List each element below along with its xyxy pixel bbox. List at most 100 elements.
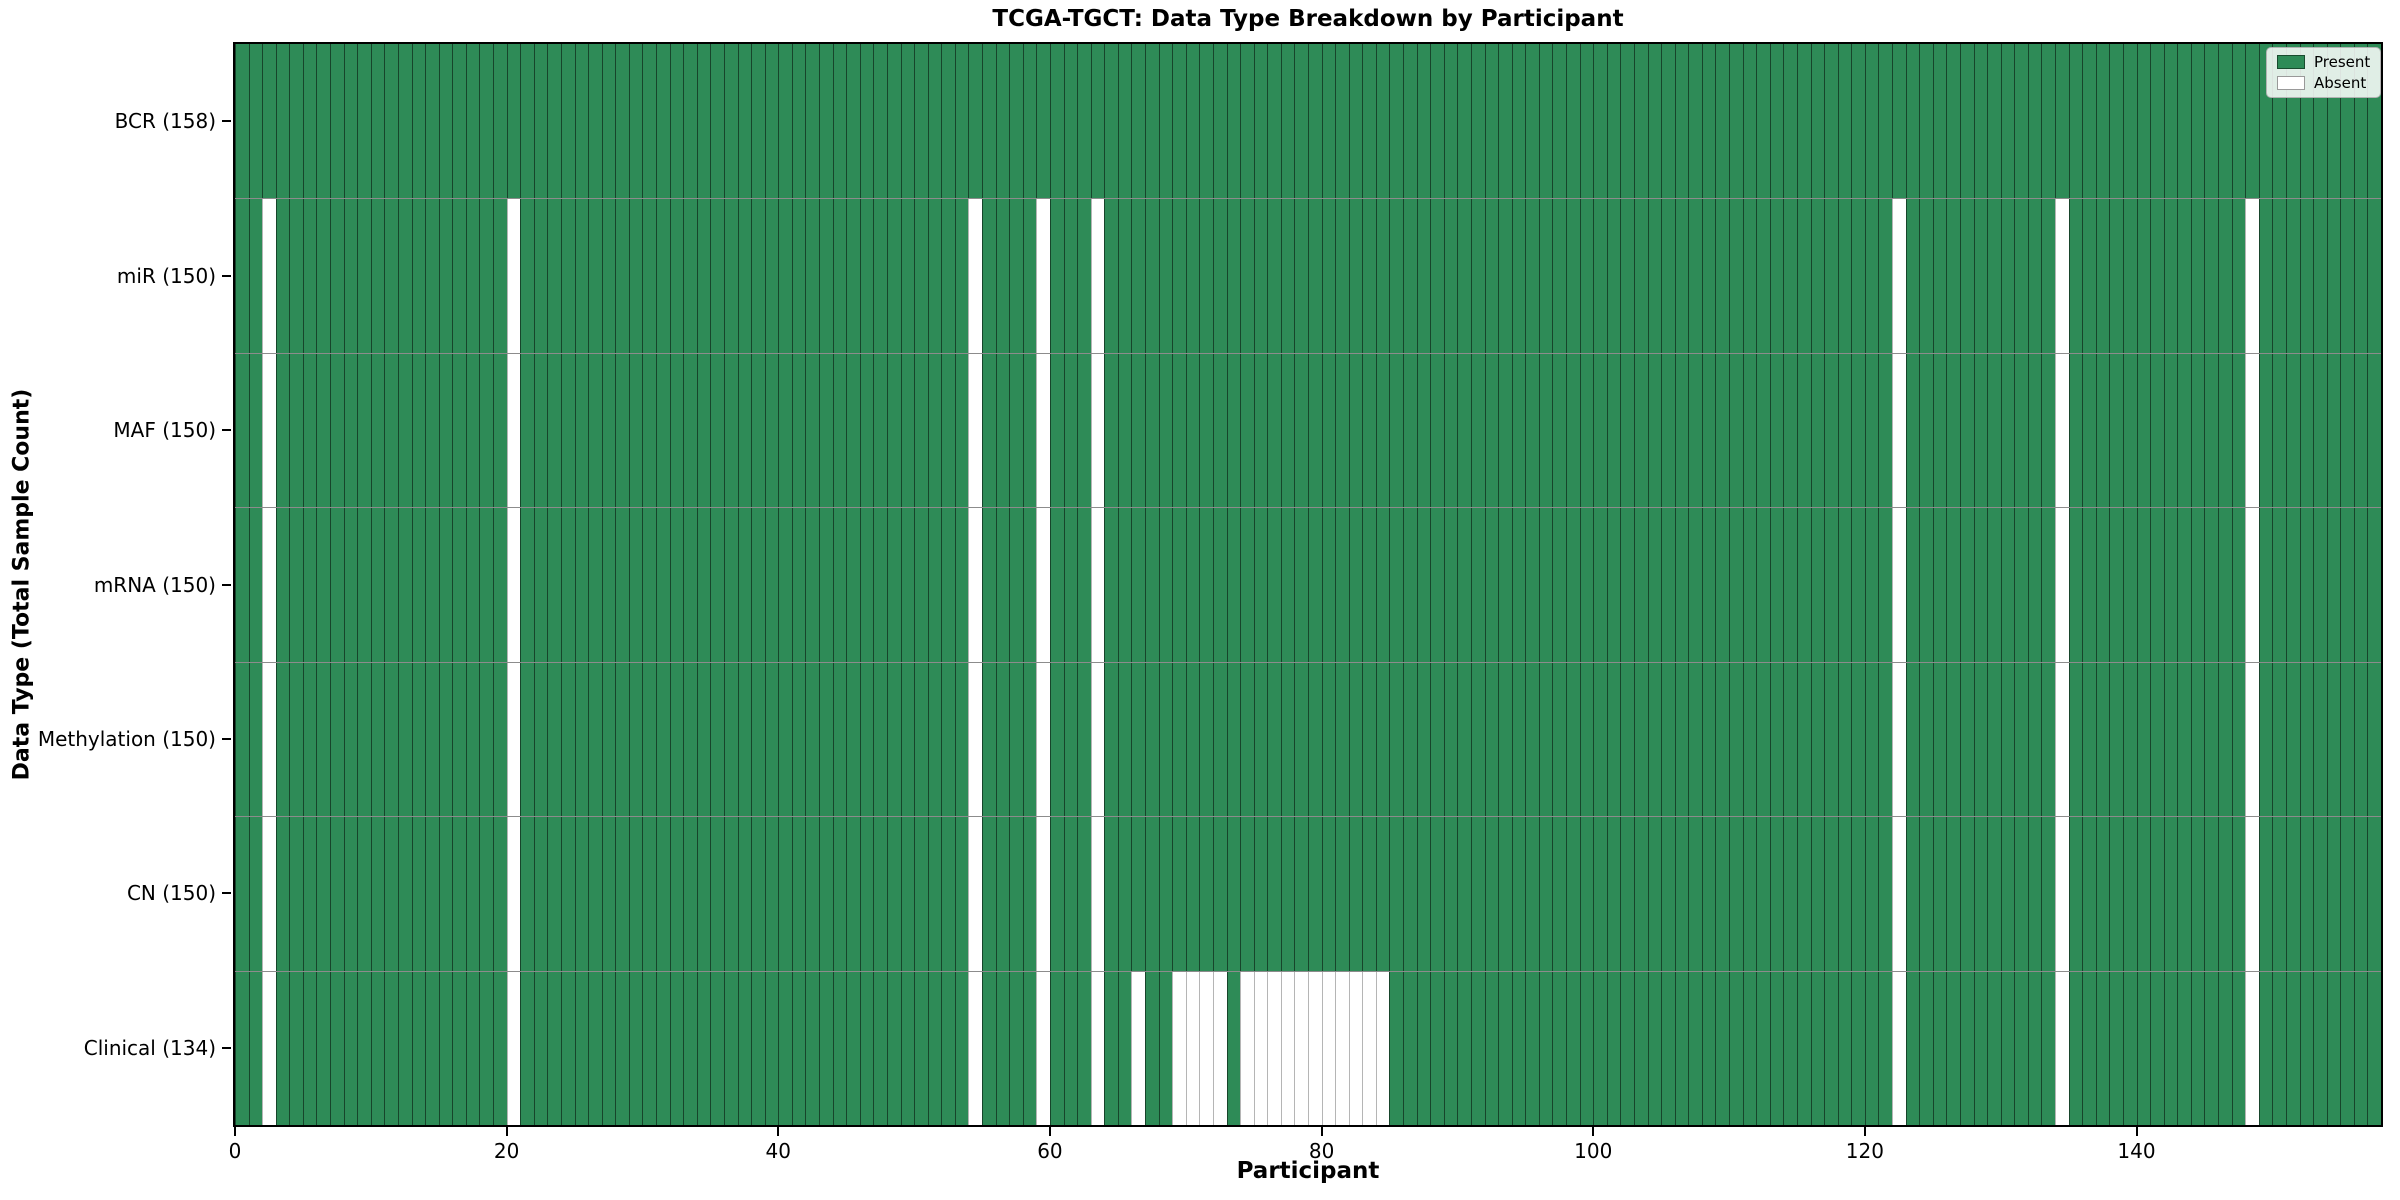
heatmap-cell xyxy=(1715,971,1730,1125)
heatmap-cell xyxy=(656,199,671,353)
legend-entry-absent: Absent xyxy=(2277,75,2370,91)
heatmap-cell xyxy=(873,353,888,508)
heatmap-cell xyxy=(1443,662,1458,817)
heatmap-cell xyxy=(1919,662,1934,817)
heatmap-cell xyxy=(2177,662,2192,817)
heatmap-cell xyxy=(1049,817,1064,971)
heatmap-cell xyxy=(900,353,915,508)
heatmap-cell xyxy=(819,44,834,199)
heatmap-cell xyxy=(1416,44,1431,199)
heatmap-cell xyxy=(1063,662,1078,817)
heatmap-cell xyxy=(2163,353,2178,508)
heatmap-cell xyxy=(330,508,345,662)
heatmap-cell xyxy=(1905,508,1920,662)
heatmap-cell xyxy=(656,971,671,1125)
heatmap-cell xyxy=(886,971,902,1125)
heatmap-cell xyxy=(275,44,290,199)
heatmap-cell xyxy=(982,817,997,971)
heatmap-cell xyxy=(438,44,453,199)
heatmap-cell xyxy=(560,662,576,817)
heatmap-cell xyxy=(547,817,562,971)
heatmap-cell xyxy=(1416,662,1431,817)
heatmap-cell xyxy=(1267,353,1282,508)
heatmap-cell xyxy=(316,817,331,971)
heatmap-cell xyxy=(791,971,806,1125)
heatmap-cell xyxy=(954,44,969,199)
heatmap-cell xyxy=(425,662,440,817)
heatmap-cell xyxy=(1348,353,1363,508)
heatmap-cell xyxy=(737,44,752,199)
heatmap-cell xyxy=(914,817,929,971)
heatmap-cell xyxy=(2218,817,2233,971)
heatmap-cell xyxy=(1185,817,1200,971)
heatmap-cell xyxy=(1036,662,1051,817)
heatmap-cell xyxy=(1701,44,1716,199)
heatmap-cell xyxy=(1226,662,1241,817)
heatmap-cell xyxy=(1946,44,1961,199)
heatmap-cell xyxy=(1280,353,1295,508)
heatmap-cell xyxy=(1104,353,1119,508)
heatmap-cell xyxy=(1973,817,1988,971)
heatmap-cell xyxy=(1837,44,1852,199)
heatmap-cell xyxy=(791,44,806,199)
heatmap-cell xyxy=(927,971,942,1125)
heatmap-cell xyxy=(1579,199,1594,353)
heatmap-cell xyxy=(2109,817,2124,971)
heatmap-cell xyxy=(1158,662,1173,817)
heatmap-cell xyxy=(1715,199,1730,353)
heatmap-cell xyxy=(2218,971,2233,1125)
heatmap-cell xyxy=(574,44,589,199)
heatmap-cell xyxy=(710,971,725,1125)
heatmap-cell xyxy=(289,44,304,199)
heatmap-cell xyxy=(370,817,385,971)
heatmap-cell xyxy=(1919,971,1934,1125)
heatmap-cell xyxy=(1117,353,1132,508)
heatmap-cell xyxy=(1552,508,1567,662)
heatmap-cell xyxy=(1987,44,2002,199)
heatmap-cell xyxy=(2109,971,2124,1125)
heatmap-cell xyxy=(493,353,508,508)
heatmap-cell xyxy=(1253,199,1268,353)
heatmap-cell xyxy=(1063,353,1078,508)
heatmap-row-methylation xyxy=(235,661,2382,817)
heatmap-cell xyxy=(1783,508,1798,662)
heatmap-cell xyxy=(2245,199,2260,353)
heatmap-cell xyxy=(1892,971,1907,1125)
heatmap-cell xyxy=(1430,44,1445,199)
heatmap-cell xyxy=(2150,44,2165,199)
heatmap-cell xyxy=(1824,971,1839,1125)
heatmap-cell xyxy=(1864,353,1879,508)
heatmap-cell xyxy=(1158,817,1173,971)
heatmap-cell xyxy=(846,508,861,662)
heatmap-cell xyxy=(1742,817,1757,971)
heatmap-cell xyxy=(1049,508,1064,662)
heatmap-cell xyxy=(778,199,793,353)
heatmap-cell xyxy=(2122,508,2137,662)
heatmap-cell xyxy=(1769,353,1784,508)
heatmap-cell xyxy=(1470,199,1486,353)
heatmap-cell xyxy=(628,199,643,353)
heatmap-cell xyxy=(764,662,779,817)
heatmap-cell xyxy=(1498,971,1513,1125)
heatmap-cell xyxy=(1796,44,1812,199)
heatmap-cell xyxy=(1185,662,1200,817)
heatmap-cell xyxy=(2109,508,2124,662)
heatmap-cell xyxy=(2136,199,2151,353)
heatmap-cell xyxy=(1253,353,1268,508)
heatmap-cell xyxy=(1185,508,1200,662)
heatmap-cell xyxy=(1688,199,1703,353)
heatmap-cell xyxy=(2299,508,2314,662)
heatmap-cell xyxy=(1335,817,1350,971)
heatmap-cell xyxy=(683,508,698,662)
heatmap-cell xyxy=(846,817,861,971)
heatmap-cell xyxy=(669,44,684,199)
heatmap-cell xyxy=(1987,817,2002,971)
heatmap-cell xyxy=(1593,817,1608,971)
heatmap-cell xyxy=(465,971,480,1125)
heatmap-cell xyxy=(778,971,793,1125)
heatmap-cell xyxy=(2136,508,2151,662)
heatmap-cell xyxy=(465,817,480,971)
heatmap-cell xyxy=(900,971,915,1125)
legend-label-absent: Absent xyxy=(2314,74,2367,92)
heatmap-cell xyxy=(1525,44,1540,199)
